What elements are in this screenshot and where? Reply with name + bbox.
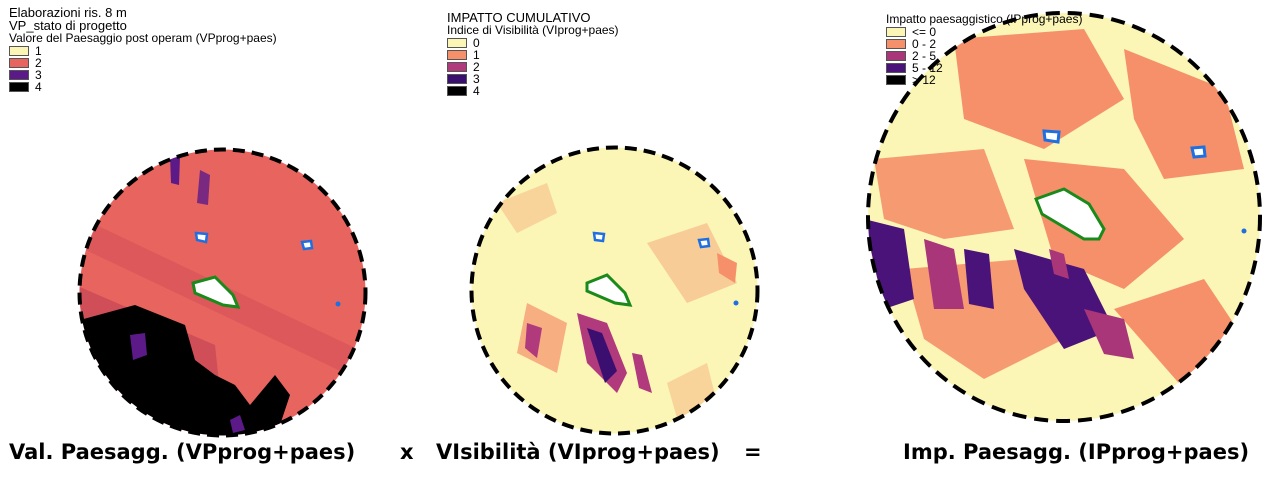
legend-item: <= 0 xyxy=(886,24,1082,39)
caption-vi: VIsibilità (VIprog+paes) xyxy=(436,440,720,464)
legend-item: 2 - 5 xyxy=(886,48,1082,63)
legend-item: 2 xyxy=(447,59,619,74)
legend-item: 3 xyxy=(447,71,619,86)
legend-vi-title2: Indice di Visibilità (VIprog+paes) xyxy=(447,23,619,37)
legend-swatch xyxy=(886,63,906,73)
caption-multiply: x xyxy=(400,440,414,464)
legend-swatch xyxy=(447,86,467,96)
legend-swatch xyxy=(447,38,467,48)
legend-item: > 12 xyxy=(886,72,1082,87)
map-vp xyxy=(77,147,368,438)
legend-swatch xyxy=(886,39,906,49)
legend-ip-items: <= 0 0 - 2 2 - 5 5 - 12 > 12 xyxy=(886,24,1082,87)
legend-label: 3 xyxy=(35,67,42,82)
legend-swatch xyxy=(9,58,29,68)
caption-vp: Val. Paesagg. (VPprog+paes) xyxy=(9,440,356,464)
legend-item: 1 xyxy=(447,47,619,62)
legend-swatch xyxy=(9,70,29,80)
legend-label: 5 - 12 xyxy=(912,60,943,75)
project-area-outline xyxy=(191,275,241,309)
legend-item: 0 - 2 xyxy=(886,36,1082,51)
legend-label: <= 0 xyxy=(912,24,937,39)
legend-vi-items: 0 1 2 3 4 xyxy=(447,35,619,98)
map-vi xyxy=(469,145,760,436)
legend-label: 3 xyxy=(473,71,480,86)
legend-item: 2 xyxy=(9,55,277,70)
legend-vp-title3: Valore del Paesaggio post operam (VPprog… xyxy=(9,31,277,45)
legend-label: 2 xyxy=(35,55,42,70)
legend-label: 0 xyxy=(473,35,480,50)
legend-vp: Elaborazioni ris. 8 m VP_stato di proget… xyxy=(9,6,277,93)
map-ip xyxy=(866,11,1262,423)
caption-ip: Imp. Paesagg. (IPprog+paes) xyxy=(903,440,1250,464)
legend-swatch xyxy=(886,27,906,37)
legend-vi: IMPATTO CUMULATIVO Indice di Visibilità … xyxy=(447,11,619,97)
legend-ip-title: Impatto paesaggistico (IPprog+paes) xyxy=(886,12,1083,26)
legend-swatch xyxy=(447,74,467,84)
legend-label: 4 xyxy=(473,83,480,98)
legend-item: 3 xyxy=(9,67,277,82)
legend-swatch xyxy=(447,62,467,72)
legend-swatch xyxy=(886,51,906,61)
legend-label: 1 xyxy=(35,43,42,58)
legend-label: 4 xyxy=(35,79,42,94)
legend-item: 4 xyxy=(447,83,619,98)
legend-ip: Impatto paesaggistico (IPprog+paes) <= 0… xyxy=(886,13,1082,86)
legend-item: 5 - 12 xyxy=(886,60,1082,75)
legend-item: 4 xyxy=(9,79,277,94)
legend-label: 2 xyxy=(473,59,480,74)
legend-item: 1 xyxy=(9,43,277,58)
legend-label: 2 - 5 xyxy=(912,48,937,63)
legend-label: 0 - 2 xyxy=(912,36,937,51)
caption-equals: = xyxy=(744,440,762,464)
legend-swatch xyxy=(886,75,906,85)
legend-swatch xyxy=(9,46,29,56)
legend-vp-title1: Elaborazioni ris. 8 m xyxy=(9,5,127,20)
legend-swatch xyxy=(447,50,467,60)
legend-vi-title1: IMPATTO CUMULATIVO xyxy=(447,10,591,25)
legend-label: 1 xyxy=(473,47,480,62)
legend-label: > 12 xyxy=(912,72,936,87)
legend-vp-items: 1 2 3 4 xyxy=(9,43,277,94)
legend-item: 0 xyxy=(447,35,619,50)
legend-swatch xyxy=(9,82,29,92)
legend-vp-title2: VP_stato di progetto xyxy=(9,18,127,33)
